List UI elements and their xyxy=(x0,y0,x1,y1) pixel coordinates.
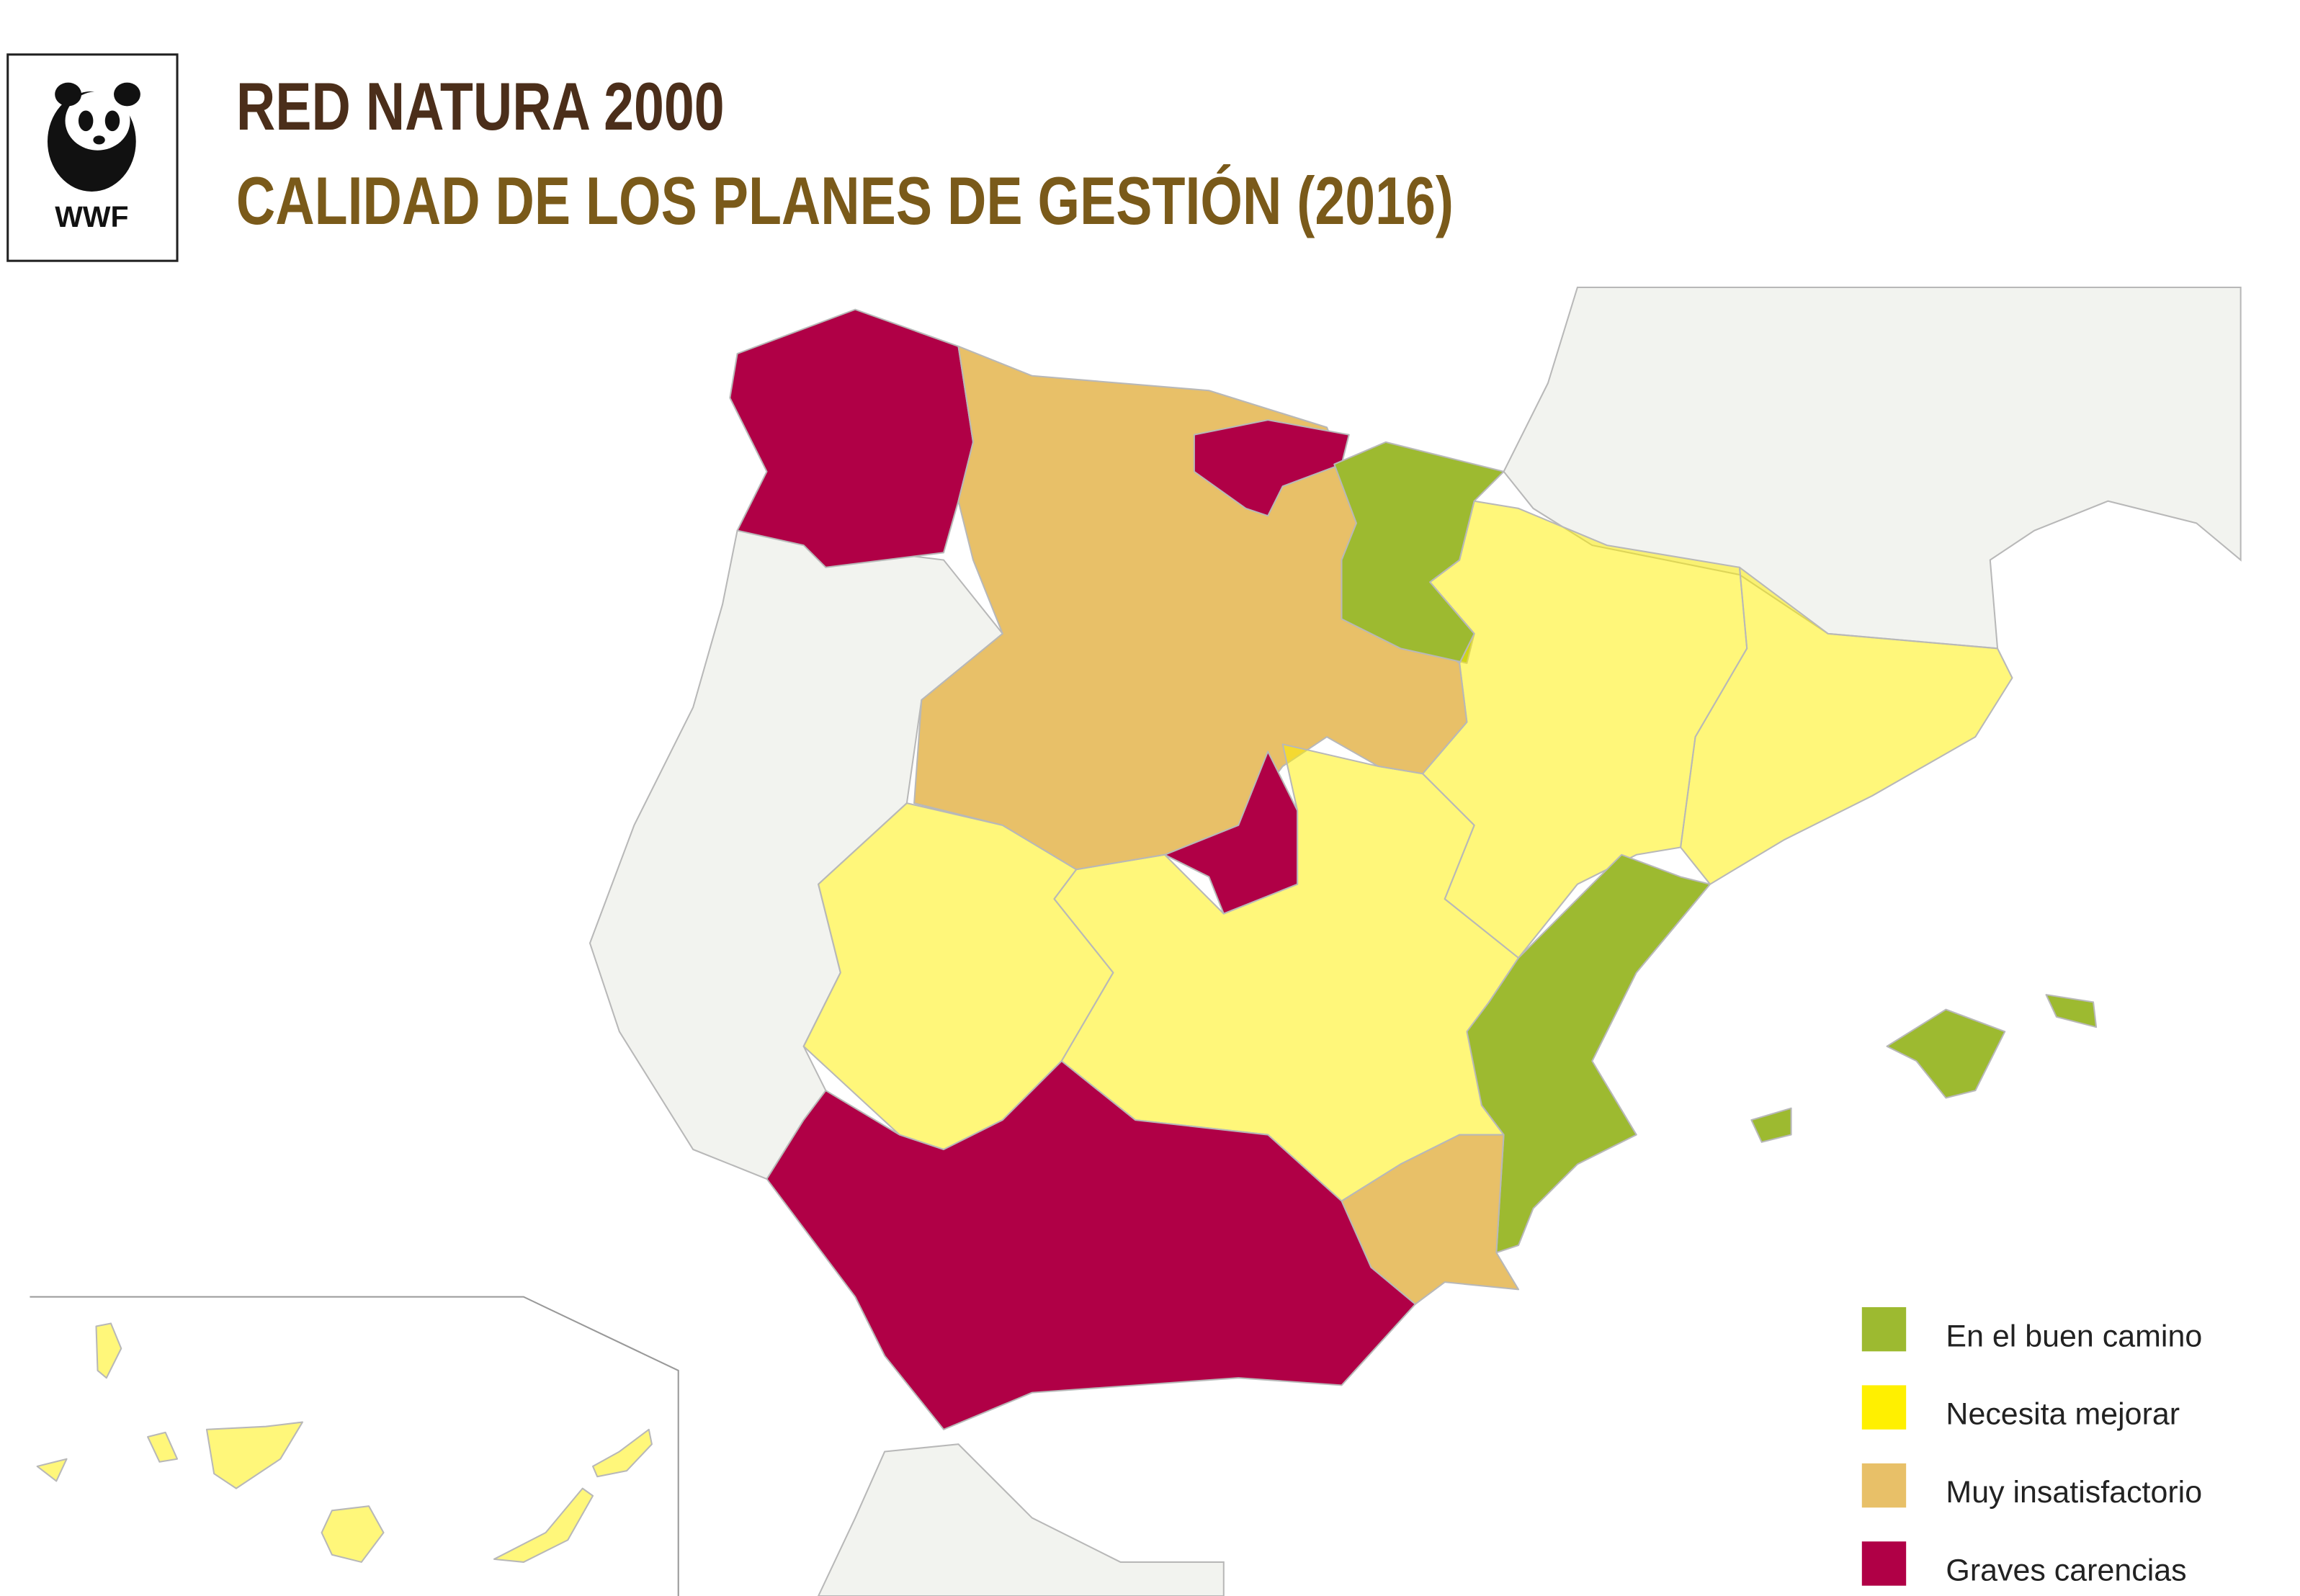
portugal xyxy=(589,529,1004,1180)
legend-swatch xyxy=(1861,1541,1907,1586)
map xyxy=(30,286,2242,1596)
legend-swatch xyxy=(1861,1385,1907,1430)
legend-swatch xyxy=(1861,1463,1907,1508)
andalucia xyxy=(766,1060,1416,1430)
madrid xyxy=(1163,750,1299,915)
logo-text: WWF xyxy=(55,200,128,233)
canarias-island xyxy=(493,1487,594,1563)
canarias-island xyxy=(592,1428,653,1478)
canarias-island xyxy=(321,1505,385,1563)
legend-swatch xyxy=(1861,1306,1907,1352)
galicia xyxy=(729,308,974,568)
subtitle: CALIDAD DE LOS PLANES DE GESTIÓN (2016) xyxy=(236,163,1454,239)
canarias-island xyxy=(147,1431,179,1463)
canarias-island xyxy=(36,1458,68,1482)
morocco xyxy=(817,1443,1225,1596)
cantabria xyxy=(1193,419,1350,517)
legend-label: Necesita mejorar xyxy=(1946,1397,2180,1432)
title: RED NATURA 2000 xyxy=(236,69,725,145)
canarias-island xyxy=(95,1322,122,1379)
cataluna xyxy=(1680,566,2013,885)
legend-label: Graves carencias xyxy=(1946,1554,2186,1588)
menorca xyxy=(2045,994,2098,1028)
logo: WWF xyxy=(6,53,179,262)
valencia xyxy=(1466,853,1711,1254)
mallorca xyxy=(1886,1008,2006,1099)
canarias-frame xyxy=(30,1296,679,1596)
legend-label: En el buen camino xyxy=(1946,1319,2202,1353)
canarias-island xyxy=(205,1421,303,1489)
legend-label: Muy insatisfactorio xyxy=(1946,1475,2202,1510)
legend: En el buen camino Necesita mejorar Muy ins… xyxy=(1861,1306,2202,1588)
ibiza xyxy=(1750,1107,1792,1143)
